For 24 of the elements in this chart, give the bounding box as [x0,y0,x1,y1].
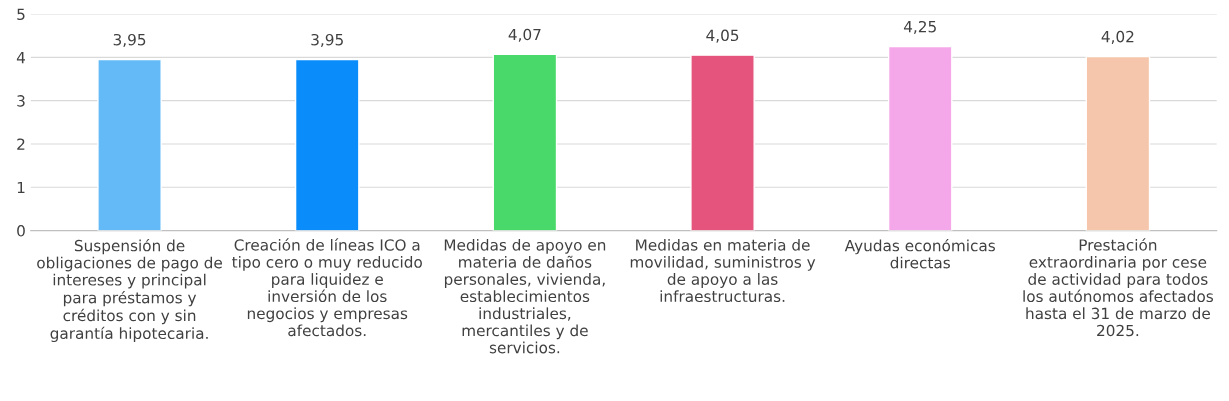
y-tick-label: 0 [17,225,25,237]
y-tick-label: 3 [17,95,25,107]
x-tick-label: Ayudas económicas directas [844,238,995,269]
bar [887,45,953,231]
bar [1085,55,1151,231]
y-tick-label: 4 [16,52,26,64]
data-label: 3,95 [311,33,343,47]
data-label: 4,25 [903,20,936,34]
bar [690,54,755,231]
data-label: 4,05 [706,29,739,43]
x-tick-label: Creación de líneas ICO a tipo cero o muy reducido para liquidez e inversión de los negocios y empresas afectados. [232,238,422,337]
bar [294,58,360,231]
x-tick-label: Medidas de apoyo en materia de daños personales, vivienda, establecimientos industriales, mercantiles y de servicios. [444,238,606,354]
y-tick-label: 5 [17,8,25,21]
x-tick-label: Suspensión de obligaciones de pago de intereses y principal para préstamos y créditos con y sin garantía hipotecaria. [37,238,222,343]
data-label: 3,95 [113,33,146,47]
y-tick-label: 2 [17,138,25,150]
bar [492,53,558,231]
y-tick-label: 1 [17,181,25,194]
data-label: 4,02 [1101,30,1134,44]
x-tick-label: Medidas en materia de movilidad, suministros y de apoyo a las infraestructuras. [630,238,816,303]
data-label: 4,07 [508,28,541,42]
x-tick-label: Prestación extraordinaria por cese de actividad para todos los autónomos afectados hasta el 31 de marzo de 2025. [1023,238,1214,337]
bar [97,58,162,231]
